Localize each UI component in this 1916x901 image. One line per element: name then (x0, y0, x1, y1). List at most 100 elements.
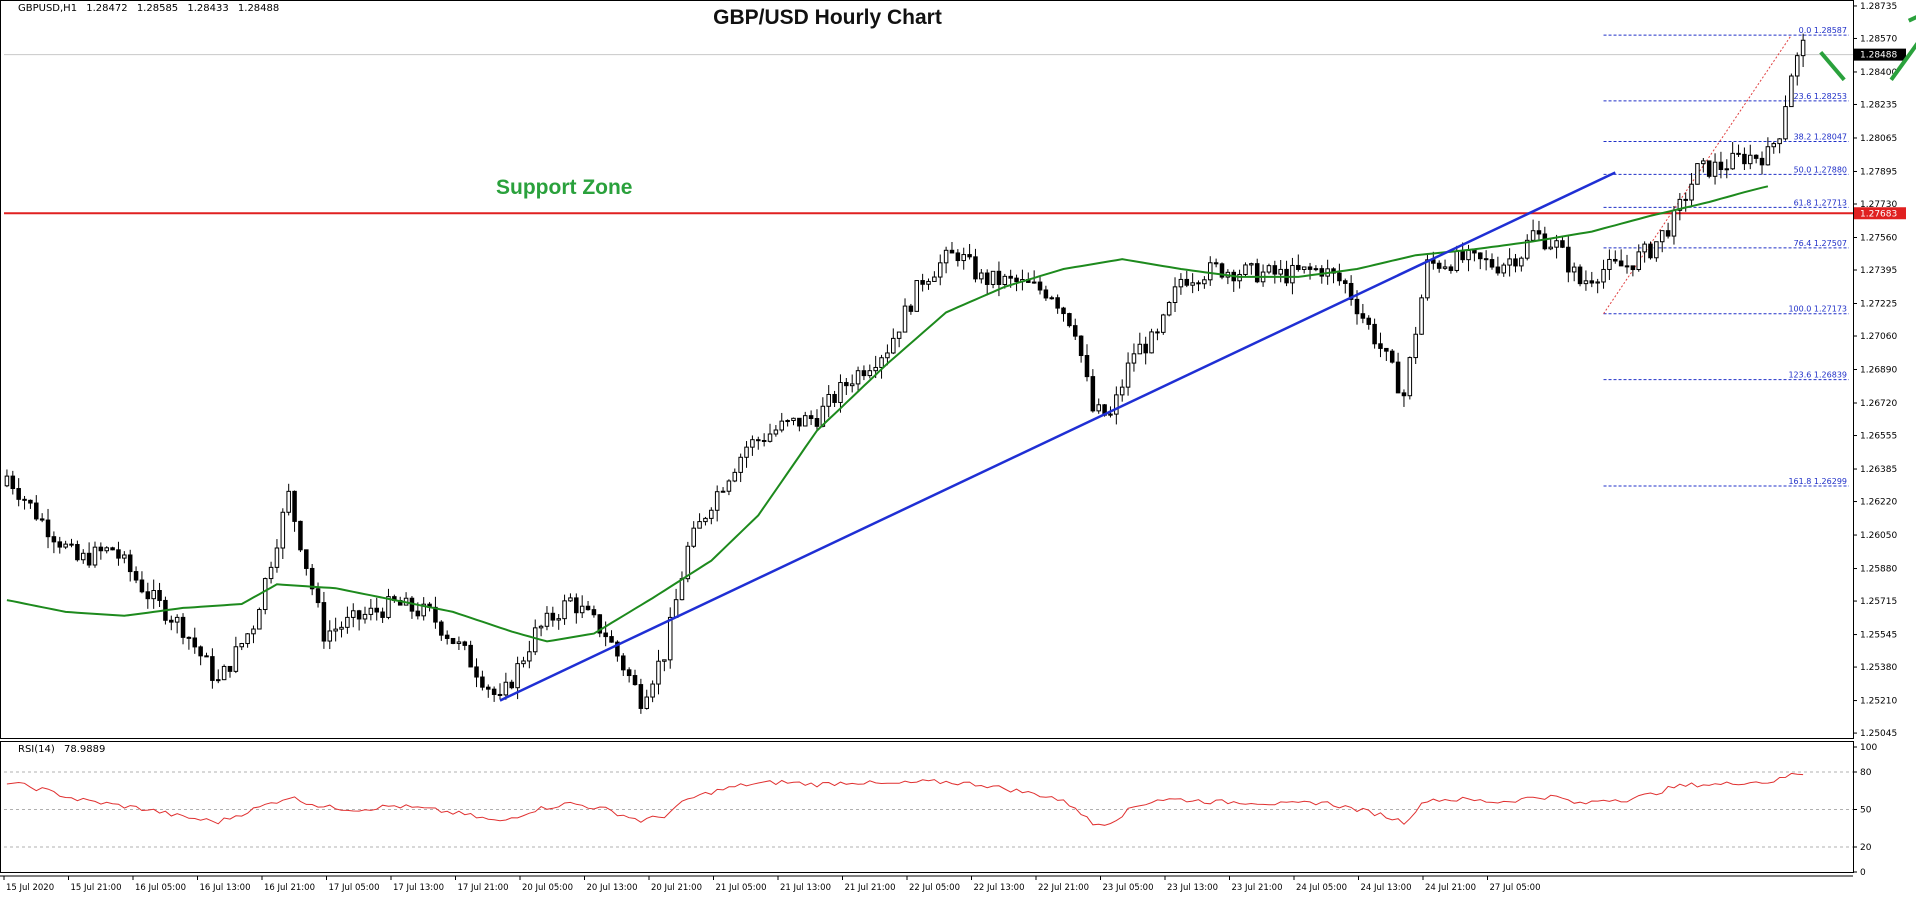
time-tick-label: 21 Jul 05:00 (716, 883, 767, 893)
candle (104, 546, 109, 554)
candle (345, 606, 350, 634)
candle (1677, 193, 1683, 221)
candle (973, 248, 978, 283)
candle (1730, 142, 1735, 170)
candle (967, 244, 972, 260)
candle (650, 680, 655, 703)
candle-body-bull (1149, 331, 1154, 354)
candle-body-bear (127, 554, 133, 573)
candle-body-bull (1131, 353, 1137, 364)
candle-body-bear (761, 439, 767, 442)
candle-body-bull (1624, 265, 1630, 268)
candle-body-bear (609, 636, 614, 643)
candle-body-bull (902, 305, 908, 333)
candle (186, 636, 192, 650)
price-tick-label: 1.27730 (1860, 200, 1897, 210)
candle (1601, 259, 1606, 289)
candle (1243, 262, 1248, 277)
candle (16, 478, 21, 507)
candle-body-bull (1701, 160, 1706, 165)
candle-body-bull (1002, 275, 1008, 285)
candle (63, 540, 68, 550)
candle (486, 684, 491, 698)
candle-body-bear (844, 382, 849, 387)
candle-body-bear (86, 552, 92, 566)
candle-body-bull (1114, 394, 1119, 415)
candle (544, 606, 550, 631)
candle (891, 328, 896, 355)
time-tick-label: 24 Jul 21:00 (1425, 883, 1476, 893)
candle-body-bear (1078, 335, 1084, 357)
candle (844, 378, 849, 396)
candle-body-bull (280, 511, 286, 549)
candle-body-bull (251, 628, 256, 635)
candle (286, 483, 291, 516)
candle (474, 658, 479, 688)
candle-body-bear (157, 590, 162, 601)
candle (1166, 300, 1172, 317)
candle (28, 499, 33, 509)
candle (744, 441, 749, 468)
candle (926, 278, 931, 290)
time-tick-label: 17 Jul 21:00 (458, 883, 509, 893)
rsi-tick-label: 100 (1860, 743, 1877, 753)
candle (145, 582, 151, 609)
candle-body-bear (996, 270, 1002, 285)
candle-body-bear (1354, 298, 1360, 315)
candle-body-bull (896, 331, 902, 339)
candle (491, 686, 497, 702)
candle-body-bear (133, 571, 139, 581)
fib-level-label: 123.6 1.26839 (1788, 371, 1847, 380)
candle (1701, 157, 1706, 173)
price-tick-label: 1.26385 (1860, 465, 1897, 475)
candle (374, 597, 379, 621)
candle-body-bull (421, 603, 426, 617)
candle-body-bull (891, 337, 896, 354)
candle-body-bull (233, 646, 239, 672)
candle-body-bear (309, 567, 315, 590)
time-tick-label: 20 Jul 21:00 (651, 883, 702, 893)
candle (1096, 398, 1101, 414)
candle (1055, 294, 1060, 314)
candle (251, 625, 256, 644)
candle (791, 417, 796, 426)
candle-body-bull (221, 665, 227, 681)
candle-body-bear (984, 272, 990, 285)
time-tick-label: 24 Jul 05:00 (1296, 883, 1347, 893)
candle (1777, 138, 1782, 154)
candle-body-bull (104, 547, 109, 552)
candle (1149, 328, 1154, 354)
candle (1207, 256, 1213, 286)
candle (556, 614, 561, 630)
price-tick-label: 1.26050 (1860, 531, 1897, 541)
candle (867, 364, 873, 379)
candle-body-bear (1008, 275, 1013, 279)
candle (1061, 306, 1066, 322)
candle-body-bear (973, 256, 978, 280)
rsi-tick-label: 0 (1860, 868, 1866, 878)
time-tick-label: 17 Jul 13:00 (393, 883, 444, 893)
candle (433, 596, 438, 629)
candle (1530, 219, 1536, 242)
candle-body-bull (849, 383, 855, 387)
candle-body-bear (1648, 243, 1653, 259)
candle-body-bull (1659, 230, 1665, 243)
time-tick-label: 20 Jul 13:00 (587, 883, 638, 893)
candle-body-bear (615, 641, 620, 657)
candle (1266, 263, 1272, 275)
candle-body-bull (679, 578, 685, 601)
time-tick-label: 15 Jul 2020 (6, 883, 54, 893)
candle-body-bear (509, 681, 515, 689)
candle (1771, 141, 1777, 154)
candle-body-bull (274, 547, 280, 568)
candle (362, 606, 368, 624)
candle (979, 268, 984, 284)
current-price-label: 1.28488 (1860, 51, 1897, 61)
candle-body-bull (350, 610, 356, 618)
candle-body-bear (321, 602, 327, 642)
candle-body-bear (1372, 323, 1377, 345)
candle (151, 579, 156, 609)
candle-body-bull (738, 456, 743, 473)
candle-body-bull (368, 607, 374, 615)
candle (1119, 379, 1125, 402)
